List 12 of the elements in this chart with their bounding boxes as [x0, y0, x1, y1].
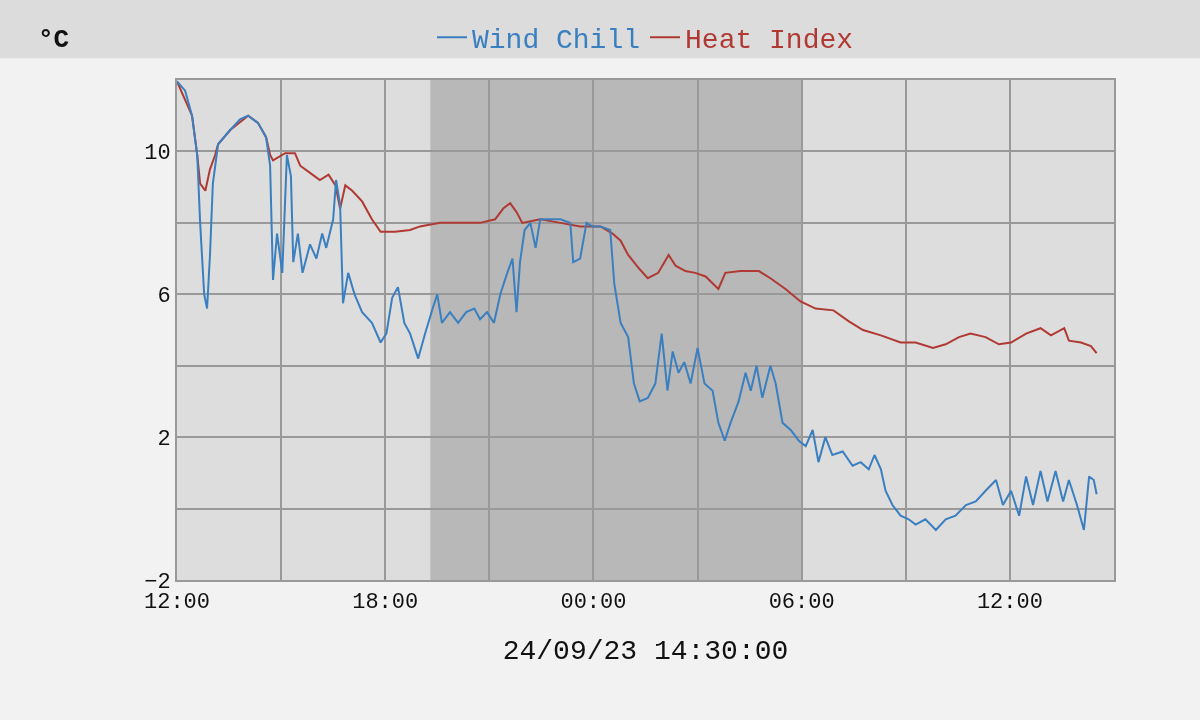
- x-tick-label: 12:00: [143, 590, 211, 616]
- legend-label: Heat Index: [685, 25, 854, 57]
- x-tick-label: 00:00: [560, 590, 627, 616]
- y-axis-title: °C: [38, 25, 70, 55]
- y-tick-label: 10: [144, 141, 171, 167]
- y-tick-label: 6: [157, 283, 171, 309]
- x-tick-label: 12:00: [976, 590, 1043, 616]
- x-axis-title: 24/09/23 14:30:00: [502, 636, 789, 667]
- y-tick-label: 2: [157, 426, 171, 452]
- x-tick-label: 18:00: [352, 590, 419, 616]
- legend-label: Wind Chill: [472, 25, 641, 57]
- x-tick-label: 06:00: [768, 590, 835, 616]
